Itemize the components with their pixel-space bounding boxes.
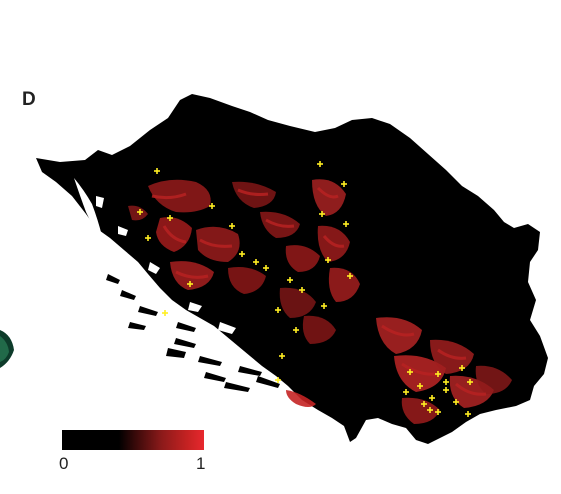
site-marker (407, 369, 413, 375)
site-marker (467, 379, 473, 385)
site-marker (209, 203, 215, 209)
site-marker (317, 161, 323, 167)
site-marker (162, 310, 168, 316)
site-marker (299, 287, 305, 293)
site-marker (154, 168, 160, 174)
site-marker (187, 281, 193, 287)
site-marker (435, 371, 441, 377)
panel-label: D (22, 89, 36, 110)
site-marker (453, 399, 459, 405)
site-marker (465, 411, 471, 417)
site-marker (167, 215, 173, 221)
site-marker (459, 365, 465, 371)
site-marker (275, 377, 281, 383)
site-marker (263, 265, 269, 271)
site-marker (417, 383, 423, 389)
legend-min-label: 0 (59, 454, 69, 473)
site-marker (403, 389, 409, 395)
site-marker (421, 401, 427, 407)
site-marker (145, 235, 151, 241)
site-marker (429, 395, 435, 401)
legend-max-label: 1 (196, 454, 206, 473)
site-marker (427, 407, 433, 413)
site-marker (343, 221, 349, 227)
site-marker (229, 223, 235, 229)
site-marker (325, 257, 331, 263)
coastal-gaps (74, 178, 288, 390)
site-marker (275, 307, 281, 313)
site-marker (319, 211, 325, 217)
hotspot-detail-lines (151, 186, 487, 396)
site-marker (293, 327, 299, 333)
legend-colorbar (62, 430, 204, 450)
site-marker (435, 409, 441, 415)
edge-feature-left (0, 330, 14, 368)
site-marker (279, 353, 285, 359)
site-marker (137, 209, 143, 215)
site-marker (341, 181, 347, 187)
islands (106, 274, 280, 392)
site-marker (287, 277, 293, 283)
site-marker (443, 379, 449, 385)
site-marker (347, 273, 353, 279)
site-marker (239, 251, 245, 257)
site-markers (137, 161, 473, 417)
site-marker (443, 387, 449, 393)
site-marker (253, 259, 259, 265)
site-marker (321, 303, 327, 309)
